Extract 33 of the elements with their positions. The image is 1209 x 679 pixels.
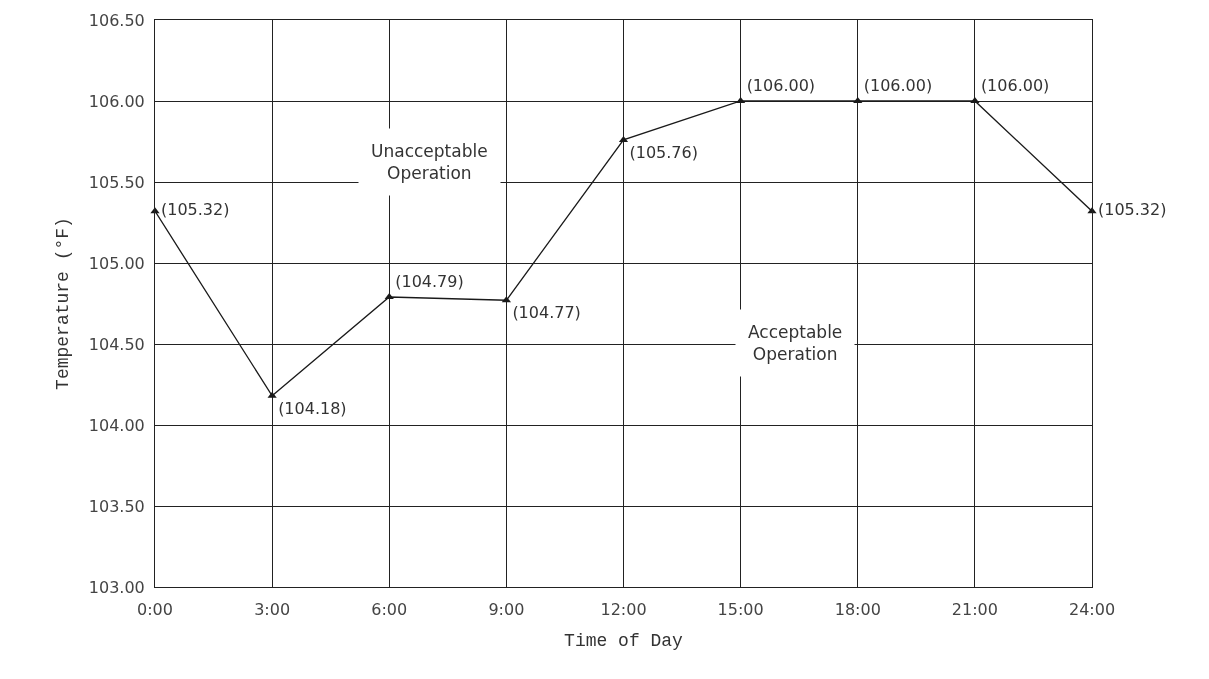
annotation: Unacceptable Operation [371,141,488,184]
data-label: (104.79) [395,272,464,292]
x-tick-label: 18:00 [834,600,881,620]
y-tick-label: 106.50 [88,10,145,30]
x-tick-label: 3:00 [254,600,291,620]
y-tick-label: 104.00 [88,415,145,435]
point [384,293,394,300]
x-tick-label: 21:00 [951,600,998,620]
y-tick-label: 105.00 [88,253,145,273]
x-tick-label: 6:00 [371,600,408,620]
data-label: (105.32) [161,200,230,220]
point [501,296,511,303]
y-tick-label: 106.00 [88,91,145,111]
x-tick-label: 15:00 [717,600,764,620]
y-tick-label: 105.50 [88,172,145,192]
y-tick-label: 104.50 [88,334,145,354]
annotation: Acceptable Operation [748,322,843,365]
data-label: (105.76) [629,142,698,162]
x-tick-label: 9:00 [488,600,525,620]
y-tick-label: 103.50 [88,496,145,516]
data-label: (106.00) [746,76,816,95]
x-axis-title: Time of Day [564,631,684,652]
x-tick-label: 24:00 [1068,600,1116,620]
y-axis-title: Temperature (°F) [53,217,74,390]
data-label: (106.00) [980,76,1050,95]
y-tick-label: 103.00 [88,577,145,597]
x-tick-label: 12:00 [600,600,647,620]
data-label: (105.32) [1098,200,1167,220]
data-label: (104.18) [278,398,347,418]
point [267,391,277,398]
data-label: (104.77) [512,303,581,323]
data-label: (106.00) [863,76,933,95]
x-tick-label: 0:00 [137,600,173,620]
